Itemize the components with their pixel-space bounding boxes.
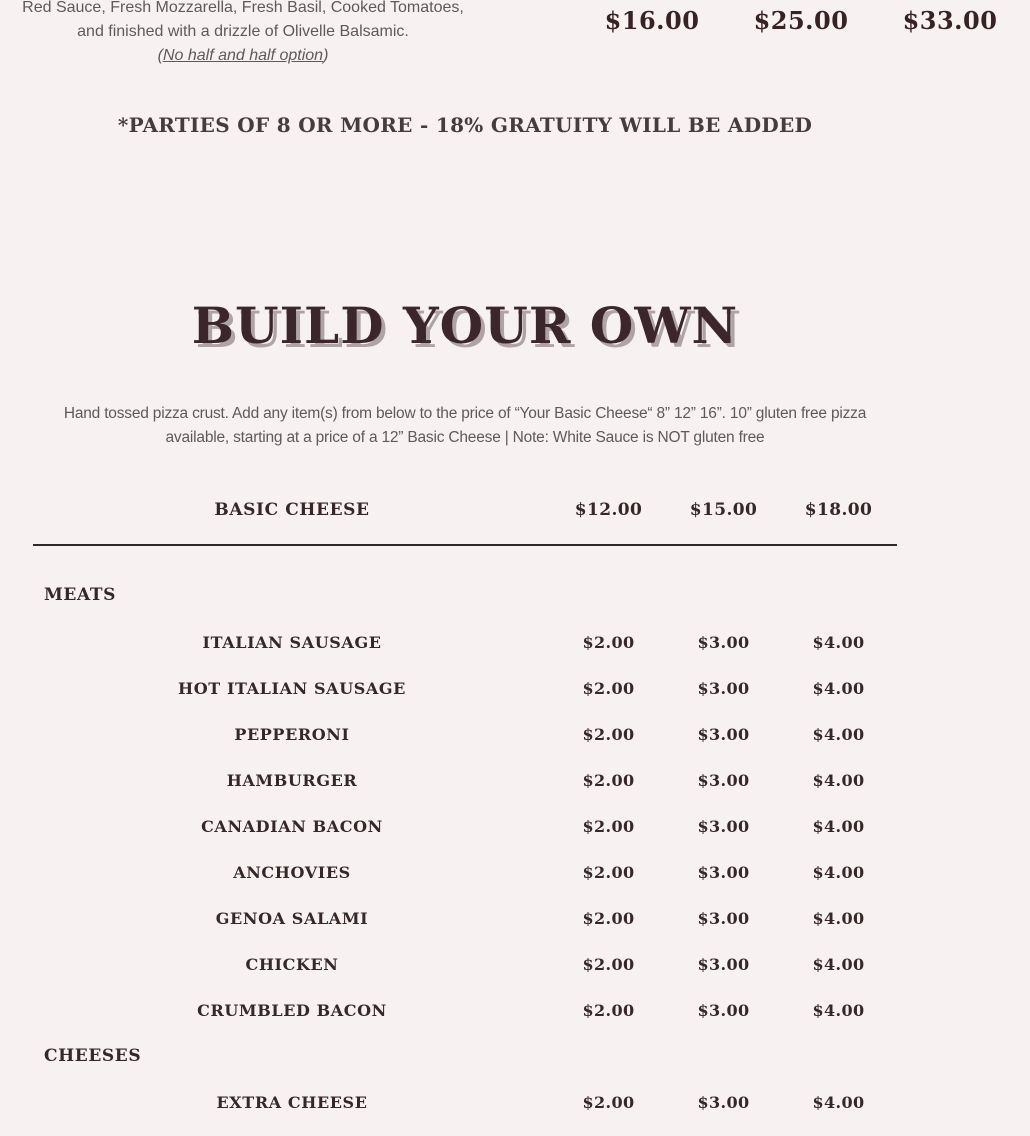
description-line: Red Sauce, Fresh Mozzarella, Fresh Basil… bbox=[22, 0, 464, 16]
menu-item-price-8-inch: $2.00 bbox=[582, 678, 635, 698]
menu-item-price-12-inch: $3.00 bbox=[697, 862, 750, 882]
menu-item-row: ANCHOVIES $2.00 $3.00 $4.00 bbox=[33, 849, 897, 895]
menu-item-price-16-inch: $4.00 bbox=[812, 816, 865, 836]
menu-table: BASIC CHEESE $12.00 $15.00 $18.00 MEATS … bbox=[33, 480, 897, 1125]
menu-item-price-8-inch: $2.00 bbox=[582, 908, 635, 928]
menu-item-name: EXTRA CHEESE bbox=[216, 1092, 368, 1112]
menu-item-price-12-inch: $3.00 bbox=[697, 632, 750, 652]
menu-item-price-16-inch: $4.00 bbox=[812, 724, 865, 744]
section-title: BUILD YOUR OWN bbox=[191, 296, 739, 355]
menu-item-price-12-inch: $3.00 bbox=[697, 1092, 750, 1112]
no-half-and-half-note: (No half and half option) bbox=[0, 44, 486, 68]
menu-item-row: GENOA SALAMI $2.00 $3.00 $4.00 bbox=[33, 895, 897, 941]
menu-item-price-8-inch: $2.00 bbox=[582, 1000, 635, 1020]
menu-item-price-8-inch: $12.00 bbox=[574, 500, 643, 520]
description-line: and finished with a drizzle of Olivelle … bbox=[77, 23, 409, 40]
menu-item-price-12-inch: $15.00 bbox=[689, 500, 758, 520]
section-description-text: Hand tossed pizza crust. Add any item(s)… bbox=[63, 405, 867, 446]
price-8-inch: $16.00 bbox=[604, 6, 700, 35]
menu-item-name: ITALIAN SAUSAGE bbox=[202, 632, 382, 652]
menu-item-price-8-inch: $2.00 bbox=[582, 816, 635, 836]
menu-item-price-16-inch: $4.00 bbox=[812, 1092, 865, 1112]
menu-item-name: GENOA SALAMI bbox=[215, 908, 369, 928]
menu-item-name: HOT ITALIAN SAUSAGE bbox=[178, 678, 406, 698]
menu-item-row: EXTRA CHEESE $2.00 $3.00 $4.00 bbox=[33, 1079, 897, 1125]
menu-item-price-12-inch: $3.00 bbox=[697, 816, 750, 836]
menu-item-price-16-inch: $4.00 bbox=[812, 678, 865, 698]
menu-item-price-8-inch: $2.00 bbox=[582, 1092, 635, 1112]
menu-item-row: HAMBURGER $2.00 $3.00 $4.00 bbox=[33, 757, 897, 803]
menu-item-row-basic-cheese: BASIC CHEESE $12.00 $15.00 $18.00 bbox=[33, 497, 897, 523]
menu-item-name: CANADIAN BACON bbox=[201, 816, 383, 836]
menu-item-row: CANADIAN BACON $2.00 $3.00 $4.00 bbox=[33, 803, 897, 849]
group-header-meats: MEATS bbox=[44, 585, 116, 605]
price-16-inch: $33.00 bbox=[902, 6, 998, 35]
menu-item-price-16-inch: $4.00 bbox=[812, 862, 865, 882]
menu-item-price-12-inch: $3.00 bbox=[697, 1000, 750, 1020]
menu-item-name: ANCHOVIES bbox=[233, 862, 351, 882]
menu-item-row: PEPPERONI $2.00 $3.00 $4.00 bbox=[33, 711, 897, 757]
note-underlined-text: (No half and half option bbox=[157, 47, 324, 64]
menu-item-price-8-inch: $2.00 bbox=[582, 770, 635, 790]
menu-item-price-12-inch: $3.00 bbox=[697, 770, 750, 790]
note-close-paren: ) bbox=[323, 47, 329, 64]
menu-item-price-16-inch: $18.00 bbox=[804, 500, 873, 520]
menu-item-row: HOT ITALIAN SAUSAGE $2.00 $3.00 $4.00 bbox=[33, 665, 897, 711]
menu-item-row: ITALIAN SAUSAGE $2.00 $3.00 $4.00 bbox=[33, 619, 897, 665]
menu-item-price-8-inch: $2.00 bbox=[582, 862, 635, 882]
group-header-cheeses: CHEESES bbox=[44, 1046, 142, 1066]
menu-item-name: BASIC CHEESE bbox=[214, 500, 370, 520]
previous-pizza-description: Red Sauce, Fresh Mozzarella, Fresh Basil… bbox=[0, 0, 486, 68]
price-12-inch: $25.00 bbox=[753, 6, 849, 35]
menu-item-price-8-inch: $2.00 bbox=[582, 954, 635, 974]
menu-item-price-12-inch: $3.00 bbox=[697, 908, 750, 928]
menu-item-price-12-inch: $3.00 bbox=[697, 724, 750, 744]
menu-item-row: CHICKEN $2.00 $3.00 $4.00 bbox=[33, 941, 897, 987]
menu-item-price-12-inch: $3.00 bbox=[697, 678, 750, 698]
menu-item-price-16-inch: $4.00 bbox=[812, 1000, 865, 1020]
menu-item-price-16-inch: $4.00 bbox=[812, 954, 865, 974]
gratuity-notice: *PARTIES OF 8 OR MORE - 18% GRATUITY WIL… bbox=[117, 113, 813, 137]
menu-item-name: CHICKEN bbox=[245, 954, 339, 974]
menu-item-price-16-inch: $4.00 bbox=[812, 632, 865, 652]
menu-item-name: HAMBURGER bbox=[226, 770, 358, 790]
section-divider bbox=[33, 544, 897, 546]
menu-item-price-16-inch: $4.00 bbox=[812, 908, 865, 928]
menu-item-price-8-inch: $2.00 bbox=[582, 724, 635, 744]
menu-item-price-12-inch: $3.00 bbox=[697, 954, 750, 974]
menu-item-row: CRUMBLED BACON $2.00 $3.00 $4.00 bbox=[33, 987, 897, 1033]
menu-item-price-16-inch: $4.00 bbox=[812, 770, 865, 790]
menu-item-price-8-inch: $2.00 bbox=[582, 632, 635, 652]
menu-item-name: PEPPERONI bbox=[234, 724, 350, 744]
menu-item-name: CRUMBLED BACON bbox=[197, 1000, 387, 1020]
section-description: Hand tossed pizza crust. Add any item(s)… bbox=[35, 402, 895, 450]
